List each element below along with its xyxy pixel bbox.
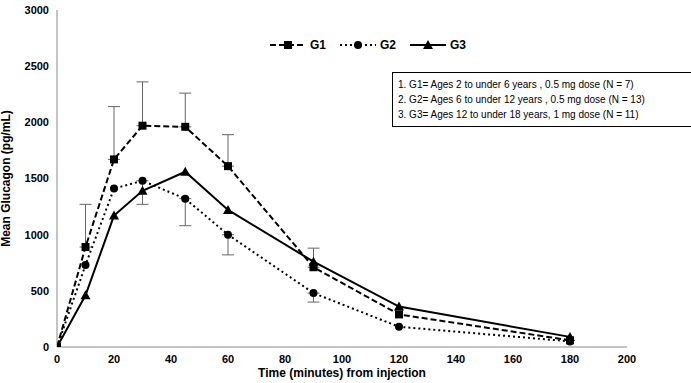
html-text:1. G1= Ages 2 to under 6 years: 1. G1= Ages 2 to under 6 years , 0.5 mg … xyxy=(398,79,634,90)
svg-text:1000: 1000 xyxy=(25,229,49,241)
svg-text:40: 40 xyxy=(165,353,177,365)
svg-text:200: 200 xyxy=(618,353,636,365)
svg-text:1500: 1500 xyxy=(25,172,49,184)
svg-text:80: 80 xyxy=(279,353,291,365)
svg-text:Mean Glucagon (pg/mL): Mean Glucagon (pg/mL) xyxy=(8,110,13,247)
svg-text:140: 140 xyxy=(447,353,465,365)
svg-text:2500: 2500 xyxy=(25,60,49,72)
svg-text:0: 0 xyxy=(43,341,49,353)
svg-text:500: 500 xyxy=(31,285,49,297)
html-text:G2: G2 xyxy=(380,38,396,52)
svg-text:20: 20 xyxy=(108,353,120,365)
svg-text:60: 60 xyxy=(222,353,234,365)
html-text:G3: G3 xyxy=(450,38,466,52)
svg-text:0: 0 xyxy=(54,353,60,365)
svg-text:180: 180 xyxy=(561,353,579,365)
html-text:2. G2= Ages 6 to under 12 year: 2. G2= Ages 6 to under 12 years , 0.5 mg… xyxy=(398,94,645,105)
html-text:3. G3= Ages 12 to under 18 yea: 3. G3= Ages 12 to under 18 years, 1 mg d… xyxy=(398,109,639,120)
svg-text:Time (minutes) from injection: Time (minutes) from injection xyxy=(258,366,426,380)
svg-text:100: 100 xyxy=(333,353,351,365)
svg-text:2000: 2000 xyxy=(25,116,49,128)
svg-text:120: 120 xyxy=(390,353,408,365)
svg-text:3000: 3000 xyxy=(25,4,49,16)
svg-text:160: 160 xyxy=(504,353,522,365)
html-text:G1: G1 xyxy=(310,38,326,52)
